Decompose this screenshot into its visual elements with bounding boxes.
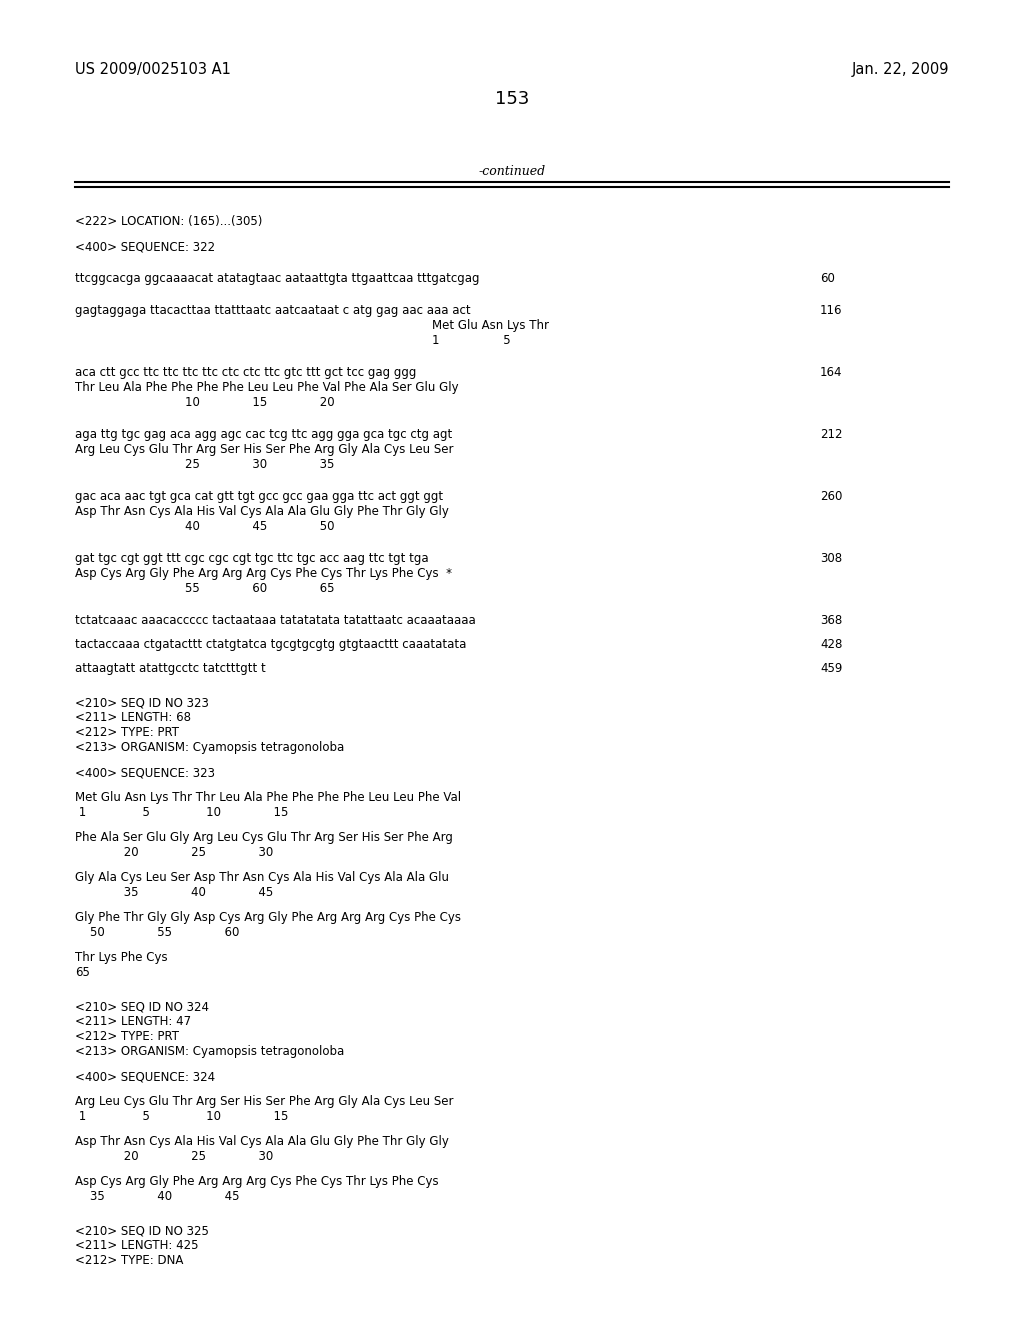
Text: Phe Ala Ser Glu Gly Arg Leu Cys Glu Thr Arg Ser His Ser Phe Arg: Phe Ala Ser Glu Gly Arg Leu Cys Glu Thr … [75, 832, 453, 843]
Text: <222> LOCATION: (165)...(305): <222> LOCATION: (165)...(305) [75, 215, 262, 228]
Text: Thr Lys Phe Cys: Thr Lys Phe Cys [75, 950, 168, 964]
Text: 260: 260 [820, 490, 843, 503]
Text: 35              40              45: 35 40 45 [75, 1191, 240, 1203]
Text: 164: 164 [820, 366, 843, 379]
Text: 35              40              45: 35 40 45 [75, 886, 273, 899]
Text: aca ctt gcc ttc ttc ttc ttc ctc ctc ttc gtc ttt gct tcc gag ggg: aca ctt gcc ttc ttc ttc ttc ctc ctc ttc … [75, 366, 417, 379]
Text: Met Glu Asn Lys Thr: Met Glu Asn Lys Thr [432, 319, 549, 333]
Text: Arg Leu Cys Glu Thr Arg Ser His Ser Phe Arg Gly Ala Cys Leu Ser: Arg Leu Cys Glu Thr Arg Ser His Ser Phe … [75, 444, 454, 455]
Text: <212> TYPE: DNA: <212> TYPE: DNA [75, 1254, 183, 1267]
Text: 20              25              30: 20 25 30 [75, 846, 273, 859]
Text: <400> SEQUENCE: 322: <400> SEQUENCE: 322 [75, 240, 215, 253]
Text: aga ttg tgc gag aca agg agc cac tcg ttc agg gga gca tgc ctg agt: aga ttg tgc gag aca agg agc cac tcg ttc … [75, 428, 453, 441]
Text: US 2009/0025103 A1: US 2009/0025103 A1 [75, 62, 230, 77]
Text: <210> SEQ ID NO 324: <210> SEQ ID NO 324 [75, 1001, 209, 1012]
Text: Asp Cys Arg Gly Phe Arg Arg Arg Cys Phe Cys Thr Lys Phe Cys: Asp Cys Arg Gly Phe Arg Arg Arg Cys Phe … [75, 1175, 438, 1188]
Text: <213> ORGANISM: Cyamopsis tetragonoloba: <213> ORGANISM: Cyamopsis tetragonoloba [75, 1045, 344, 1059]
Text: Met Glu Asn Lys Thr Thr Leu Ala Phe Phe Phe Phe Leu Leu Phe Val: Met Glu Asn Lys Thr Thr Leu Ala Phe Phe … [75, 791, 461, 804]
Text: Arg Leu Cys Glu Thr Arg Ser His Ser Phe Arg Gly Ala Cys Leu Ser: Arg Leu Cys Glu Thr Arg Ser His Ser Phe … [75, 1096, 454, 1107]
Text: 50              55              60: 50 55 60 [75, 927, 240, 939]
Text: 40              45              50: 40 45 50 [185, 520, 335, 533]
Text: gac aca aac tgt gca cat gtt tgt gcc gcc gaa gga ttc act ggt ggt: gac aca aac tgt gca cat gtt tgt gcc gcc … [75, 490, 443, 503]
Text: 55              60              65: 55 60 65 [185, 582, 335, 595]
Text: <212> TYPE: PRT: <212> TYPE: PRT [75, 726, 179, 739]
Text: gat tgc cgt ggt ttt cgc cgc cgt tgc ttc tgc acc aag ttc tgt tga: gat tgc cgt ggt ttt cgc cgc cgt tgc ttc … [75, 552, 429, 565]
Text: ttcggcacga ggcaaaacat atatagtaac aataattgta ttgaattcaa tttgatcgag: ttcggcacga ggcaaaacat atatagtaac aataatt… [75, 272, 479, 285]
Text: 459: 459 [820, 663, 843, 675]
Text: Asp Thr Asn Cys Ala His Val Cys Ala Ala Glu Gly Phe Thr Gly Gly: Asp Thr Asn Cys Ala His Val Cys Ala Ala … [75, 506, 449, 517]
Text: tctatcaaac aaacaccccc tactaataaa tatatatata tatattaatc acaaataaaa: tctatcaaac aaacaccccc tactaataaa tatatat… [75, 614, 476, 627]
Text: 116: 116 [820, 304, 843, 317]
Text: 1               5               10              15: 1 5 10 15 [75, 807, 289, 818]
Text: attaagtatt atattgcctc tatctttgtt t: attaagtatt atattgcctc tatctttgtt t [75, 663, 266, 675]
Text: <211> LENGTH: 47: <211> LENGTH: 47 [75, 1015, 191, 1028]
Text: <400> SEQUENCE: 324: <400> SEQUENCE: 324 [75, 1071, 215, 1082]
Text: Asp Thr Asn Cys Ala His Val Cys Ala Ala Glu Gly Phe Thr Gly Gly: Asp Thr Asn Cys Ala His Val Cys Ala Ala … [75, 1135, 449, 1148]
Text: 65: 65 [75, 966, 90, 979]
Text: Gly Phe Thr Gly Gly Asp Cys Arg Gly Phe Arg Arg Arg Cys Phe Cys: Gly Phe Thr Gly Gly Asp Cys Arg Gly Phe … [75, 911, 461, 924]
Text: <400> SEQUENCE: 323: <400> SEQUENCE: 323 [75, 766, 215, 779]
Text: 10              15              20: 10 15 20 [185, 396, 335, 409]
Text: <213> ORGANISM: Cyamopsis tetragonoloba: <213> ORGANISM: Cyamopsis tetragonoloba [75, 741, 344, 754]
Text: Asp Cys Arg Gly Phe Arg Arg Arg Cys Phe Cys Thr Lys Phe Cys  *: Asp Cys Arg Gly Phe Arg Arg Arg Cys Phe … [75, 568, 452, 579]
Text: <211> LENGTH: 68: <211> LENGTH: 68 [75, 711, 191, 723]
Text: Jan. 22, 2009: Jan. 22, 2009 [852, 62, 949, 77]
Text: tactaccaaa ctgatacttt ctatgtatca tgcgtgcgtg gtgtaacttt caaatatata: tactaccaaa ctgatacttt ctatgtatca tgcgtgc… [75, 638, 466, 651]
Text: <212> TYPE: PRT: <212> TYPE: PRT [75, 1030, 179, 1043]
Text: 308: 308 [820, 552, 842, 565]
Text: Thr Leu Ala Phe Phe Phe Phe Leu Leu Phe Val Phe Ala Ser Glu Gly: Thr Leu Ala Phe Phe Phe Phe Leu Leu Phe … [75, 381, 459, 393]
Text: gagtaggaga ttacacttaa ttatttaatc aatcaataat c atg gag aac aaa act: gagtaggaga ttacacttaa ttatttaatc aatcaat… [75, 304, 471, 317]
Text: 1                 5: 1 5 [432, 334, 511, 347]
Text: <210> SEQ ID NO 325: <210> SEQ ID NO 325 [75, 1224, 209, 1237]
Text: Gly Ala Cys Leu Ser Asp Thr Asn Cys Ala His Val Cys Ala Ala Glu: Gly Ala Cys Leu Ser Asp Thr Asn Cys Ala … [75, 871, 449, 884]
Text: 368: 368 [820, 614, 843, 627]
Text: <210> SEQ ID NO 323: <210> SEQ ID NO 323 [75, 696, 209, 709]
Text: 1               5               10              15: 1 5 10 15 [75, 1110, 289, 1123]
Text: 212: 212 [820, 428, 843, 441]
Text: 428: 428 [820, 638, 843, 651]
Text: 60: 60 [820, 272, 835, 285]
Text: 153: 153 [495, 90, 529, 108]
Text: <211> LENGTH: 425: <211> LENGTH: 425 [75, 1239, 199, 1251]
Text: 20              25              30: 20 25 30 [75, 1150, 273, 1163]
Text: 25              30              35: 25 30 35 [185, 458, 335, 471]
Text: -continued: -continued [478, 165, 546, 178]
